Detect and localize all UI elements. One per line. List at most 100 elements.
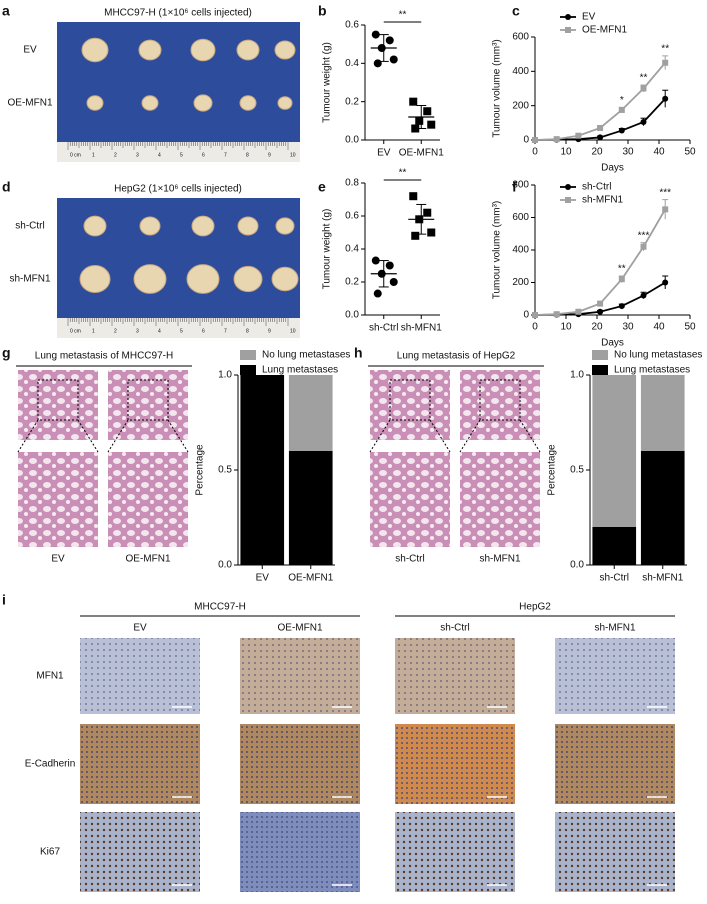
zoom-box [127, 379, 169, 421]
y-tick-label: 0.8 [345, 178, 359, 189]
column-label: sh-MFN1 [594, 623, 636, 634]
y-tick-label: 0.0 [218, 560, 232, 571]
row-label: sh-MFN1 [9, 274, 51, 285]
zoom-box [479, 379, 521, 421]
ruler-label: 4 [158, 328, 161, 334]
point [618, 303, 625, 310]
ruler-label: 7 [224, 328, 227, 334]
point [618, 127, 625, 134]
ihc-image [80, 812, 200, 892]
significance: *** [659, 187, 671, 198]
ruler-label: 7 [224, 152, 227, 158]
histology-image [370, 370, 450, 440]
point [385, 261, 394, 270]
point [618, 106, 625, 113]
bar-segment [640, 375, 685, 451]
x-tick-label: 40 [653, 322, 665, 333]
point [427, 120, 436, 129]
ihc-image [80, 638, 200, 714]
photo-title: MHCC97-H (1×10⁶ cells injected) [104, 8, 252, 19]
ruler-label: 2 [114, 152, 117, 158]
ihc-image [240, 638, 360, 714]
y-tick-label: 1.0 [570, 370, 584, 381]
tumour [190, 38, 216, 62]
ruler-label: 9 [268, 152, 271, 158]
tumour [138, 39, 162, 61]
ihc-image [395, 724, 515, 804]
tumour [186, 264, 220, 294]
legend-label: EV [582, 12, 596, 23]
ihc-image [240, 812, 360, 892]
x-tick-label: 10 [560, 322, 572, 333]
y-tick-label: 0.0 [345, 135, 359, 146]
point [597, 134, 604, 141]
point [597, 300, 604, 307]
tumour [233, 265, 263, 293]
significance: ** [640, 73, 648, 84]
x-tick-label: 10 [560, 147, 572, 158]
y-axis-label: Tumour weight (g) [322, 42, 333, 123]
panel-letter: g [2, 345, 11, 361]
y-axis-label: Percentage [195, 444, 206, 496]
legend-marker [565, 27, 571, 33]
y-tick-label: 0.6 [345, 211, 359, 222]
point [662, 279, 669, 286]
panel-letter: e [318, 179, 326, 195]
y-axis-label: Tumour volume (mm³) [492, 39, 503, 138]
bar-segment [288, 375, 333, 451]
ruler-label: 1 [92, 152, 95, 158]
significance: *** [638, 230, 650, 241]
column-label: EV [51, 554, 65, 565]
point [423, 208, 432, 217]
point [640, 118, 647, 125]
y-tick-label: 0.5 [218, 465, 232, 476]
row-label: Ki67 [40, 847, 60, 858]
y-tick-label: 200 [512, 100, 529, 111]
y-tick-label: 0 [523, 310, 529, 321]
y-tick-label: 0.0 [570, 560, 584, 571]
legend-label: Lung metastases [262, 365, 338, 376]
panel-letter: d [2, 179, 11, 195]
zoom-box [389, 379, 431, 421]
series-line [534, 98, 666, 141]
histology-image [460, 370, 540, 440]
point [371, 30, 380, 39]
panel-letter: a [2, 3, 10, 19]
tumour [277, 96, 293, 110]
point [662, 95, 669, 102]
y-axis-label: Percentage [547, 444, 558, 496]
significance: * [620, 95, 624, 106]
legend-swatch [592, 350, 608, 360]
x-axis-label: Days [601, 163, 624, 174]
tumour [79, 265, 111, 293]
point [640, 85, 647, 92]
y-axis-label: Tumour weight (g) [322, 209, 333, 290]
tumour [275, 217, 295, 235]
legend-marker [565, 197, 571, 203]
significance: ** [399, 10, 407, 21]
legend-marker [565, 14, 571, 20]
legend-label: OE-MFN1 [582, 25, 627, 36]
panel-letter: b [318, 3, 327, 19]
panel-letter: i [2, 592, 6, 608]
y-tick-label: 1.0 [218, 370, 232, 381]
ruler-label: 3 [136, 328, 139, 334]
tumour [133, 264, 167, 294]
significance: ** [661, 44, 669, 55]
tumour [83, 215, 107, 237]
legend-swatch [240, 365, 256, 375]
ruler-label: 5 [180, 328, 183, 334]
point [409, 192, 418, 201]
row-label: OE-MFN1 [8, 98, 53, 109]
bar-segment [288, 451, 333, 565]
tumour [141, 95, 159, 111]
y-tick-label: 0.0 [345, 310, 359, 321]
photo-title: HepG2 (1×10⁶ cells injected) [114, 184, 242, 195]
x-tick-label: OE-MFN1 [399, 148, 444, 159]
legend-label: No lung metastases [262, 350, 350, 361]
x-tick-label: sh-Ctrl [369, 323, 398, 334]
tumour [193, 94, 213, 112]
row-label: E-Cadherin [25, 759, 76, 770]
point [618, 276, 625, 283]
